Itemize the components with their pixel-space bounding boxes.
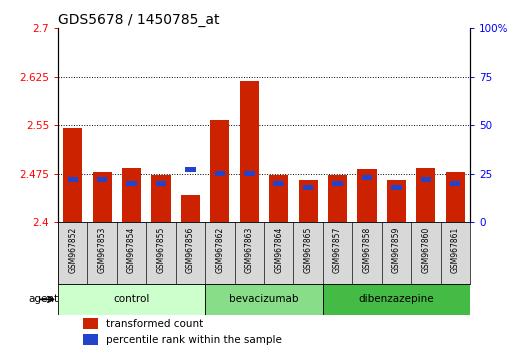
Bar bbox=[240, 81, 259, 222]
Text: GSM967852: GSM967852 bbox=[68, 227, 77, 273]
Bar bbox=[440, 222, 470, 284]
Bar bbox=[411, 222, 440, 284]
Bar bbox=[58, 222, 88, 284]
Bar bbox=[152, 176, 171, 222]
Bar bbox=[63, 129, 82, 222]
Bar bbox=[303, 184, 314, 190]
Text: GSM967864: GSM967864 bbox=[274, 227, 283, 273]
Text: GSM967861: GSM967861 bbox=[451, 227, 460, 273]
Bar bbox=[185, 167, 196, 172]
Bar bbox=[181, 195, 200, 222]
Bar bbox=[88, 222, 117, 284]
Bar bbox=[122, 168, 141, 222]
Bar bbox=[83, 334, 98, 346]
Text: GSM967854: GSM967854 bbox=[127, 227, 136, 273]
Bar bbox=[92, 172, 112, 222]
Text: percentile rank within the sample: percentile rank within the sample bbox=[106, 335, 282, 345]
Bar bbox=[244, 171, 254, 176]
Text: GSM967853: GSM967853 bbox=[98, 227, 107, 273]
Bar bbox=[205, 222, 234, 284]
Text: control: control bbox=[114, 295, 150, 304]
Bar bbox=[274, 181, 284, 186]
Bar bbox=[126, 181, 137, 186]
Bar bbox=[214, 171, 225, 176]
Bar bbox=[210, 120, 230, 222]
Text: GDS5678 / 1450785_at: GDS5678 / 1450785_at bbox=[58, 13, 220, 27]
Bar bbox=[146, 222, 176, 284]
Bar bbox=[391, 184, 402, 190]
Bar bbox=[416, 168, 436, 222]
Text: GSM967859: GSM967859 bbox=[392, 227, 401, 273]
Text: GSM967865: GSM967865 bbox=[304, 227, 313, 273]
Text: GSM967862: GSM967862 bbox=[215, 227, 224, 273]
Bar bbox=[234, 222, 264, 284]
Text: GSM967858: GSM967858 bbox=[362, 227, 372, 273]
Bar bbox=[323, 284, 470, 315]
Bar bbox=[450, 181, 460, 186]
Bar bbox=[294, 222, 323, 284]
Bar bbox=[264, 222, 294, 284]
Bar bbox=[323, 222, 352, 284]
Text: dibenzazepine: dibenzazepine bbox=[359, 295, 434, 304]
Bar bbox=[352, 222, 382, 284]
Bar bbox=[328, 176, 347, 222]
Text: GSM967857: GSM967857 bbox=[333, 227, 342, 273]
Bar bbox=[117, 222, 146, 284]
Bar bbox=[446, 172, 465, 222]
Text: GSM967855: GSM967855 bbox=[156, 227, 166, 273]
Text: agent: agent bbox=[28, 295, 58, 304]
Text: bevacizumab: bevacizumab bbox=[229, 295, 299, 304]
Bar bbox=[298, 180, 318, 222]
Text: transformed count: transformed count bbox=[106, 319, 203, 329]
Text: GSM967860: GSM967860 bbox=[421, 227, 430, 273]
Bar bbox=[362, 175, 372, 180]
Bar bbox=[269, 176, 288, 222]
Bar bbox=[420, 177, 431, 182]
Bar bbox=[332, 181, 343, 186]
Text: GSM967863: GSM967863 bbox=[245, 227, 254, 273]
Bar bbox=[176, 222, 205, 284]
Bar bbox=[58, 284, 205, 315]
Bar bbox=[156, 181, 166, 186]
Bar bbox=[382, 222, 411, 284]
Bar bbox=[68, 177, 78, 182]
Bar bbox=[97, 177, 108, 182]
Bar bbox=[205, 284, 323, 315]
Text: GSM967856: GSM967856 bbox=[186, 227, 195, 273]
Bar bbox=[387, 180, 406, 222]
Bar bbox=[357, 169, 376, 222]
Bar bbox=[83, 318, 98, 330]
